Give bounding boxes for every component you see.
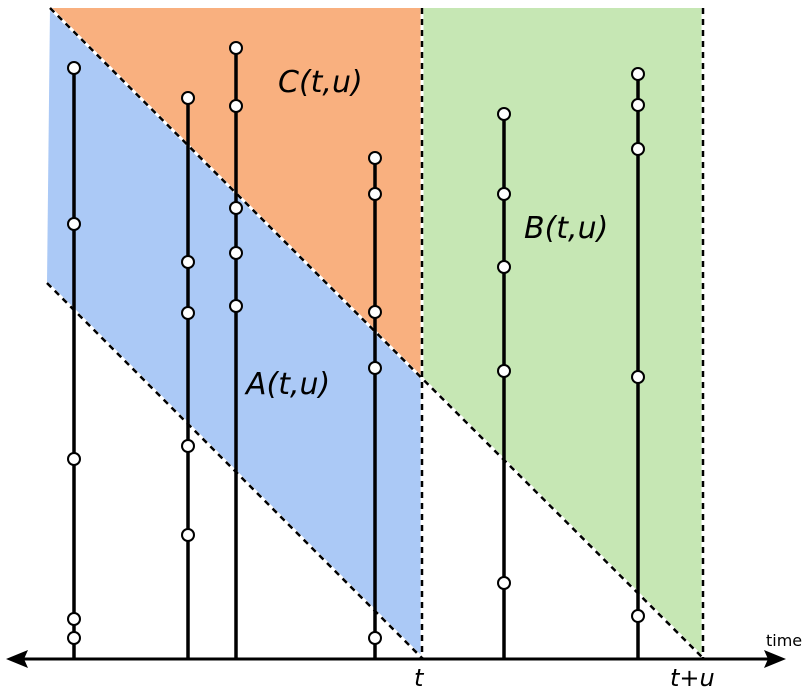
region-b — [422, 8, 703, 658]
arrow-left-icon — [6, 650, 28, 668]
event-marker-1-4 — [67, 612, 81, 626]
region-c-label: C(t,u) — [278, 65, 363, 100]
time-axis-label: time — [766, 631, 802, 650]
event-marker-4-2 — [368, 187, 382, 201]
t-plus-u-axis-label: t+u — [670, 664, 715, 689]
event-marker-3-4 — [229, 246, 243, 260]
event-marker-1-5 — [67, 631, 81, 645]
event-marker-6-3 — [631, 142, 645, 156]
event-marker-3-5 — [229, 299, 243, 313]
event-marker-2-3 — [181, 306, 195, 320]
event-marker-6-4 — [631, 370, 645, 384]
event-marker-2-4 — [181, 439, 195, 453]
event-marker-1-1 — [67, 61, 81, 75]
event-marker-4-3 — [368, 305, 382, 319]
event-marker-6-1 — [631, 67, 645, 81]
event-marker-2-5 — [181, 528, 195, 542]
event-marker-2-2 — [181, 255, 195, 269]
arrow-right-icon — [764, 650, 786, 668]
event-marker-6-5 — [631, 609, 645, 623]
event-marker-5-2 — [497, 187, 511, 201]
event-marker-1-3 — [67, 452, 81, 466]
dashed-boundaries — [45, 6, 705, 660]
event-marker-3-3 — [229, 201, 243, 215]
lifelines — [67, 41, 645, 659]
event-marker-3-1 — [229, 41, 243, 55]
event-marker-4-5 — [368, 631, 382, 645]
time-axis — [6, 650, 786, 668]
event-marker-5-3 — [497, 260, 511, 274]
event-marker-3-2 — [229, 99, 243, 113]
event-marker-2-1 — [181, 91, 195, 105]
event-marker-6-2 — [631, 98, 645, 112]
event-marker-4-4 — [368, 361, 382, 375]
event-marker-5-5 — [497, 576, 511, 590]
region-b-label: B(t,u) — [524, 211, 608, 246]
event-marker-5-4 — [497, 364, 511, 378]
event-marker-1-2 — [67, 217, 81, 231]
event-marker-4-1 — [368, 151, 382, 165]
region-a-label: A(t,u) — [244, 367, 330, 402]
t-axis-label: t — [414, 664, 425, 689]
event-marker-5-1 — [497, 107, 511, 121]
